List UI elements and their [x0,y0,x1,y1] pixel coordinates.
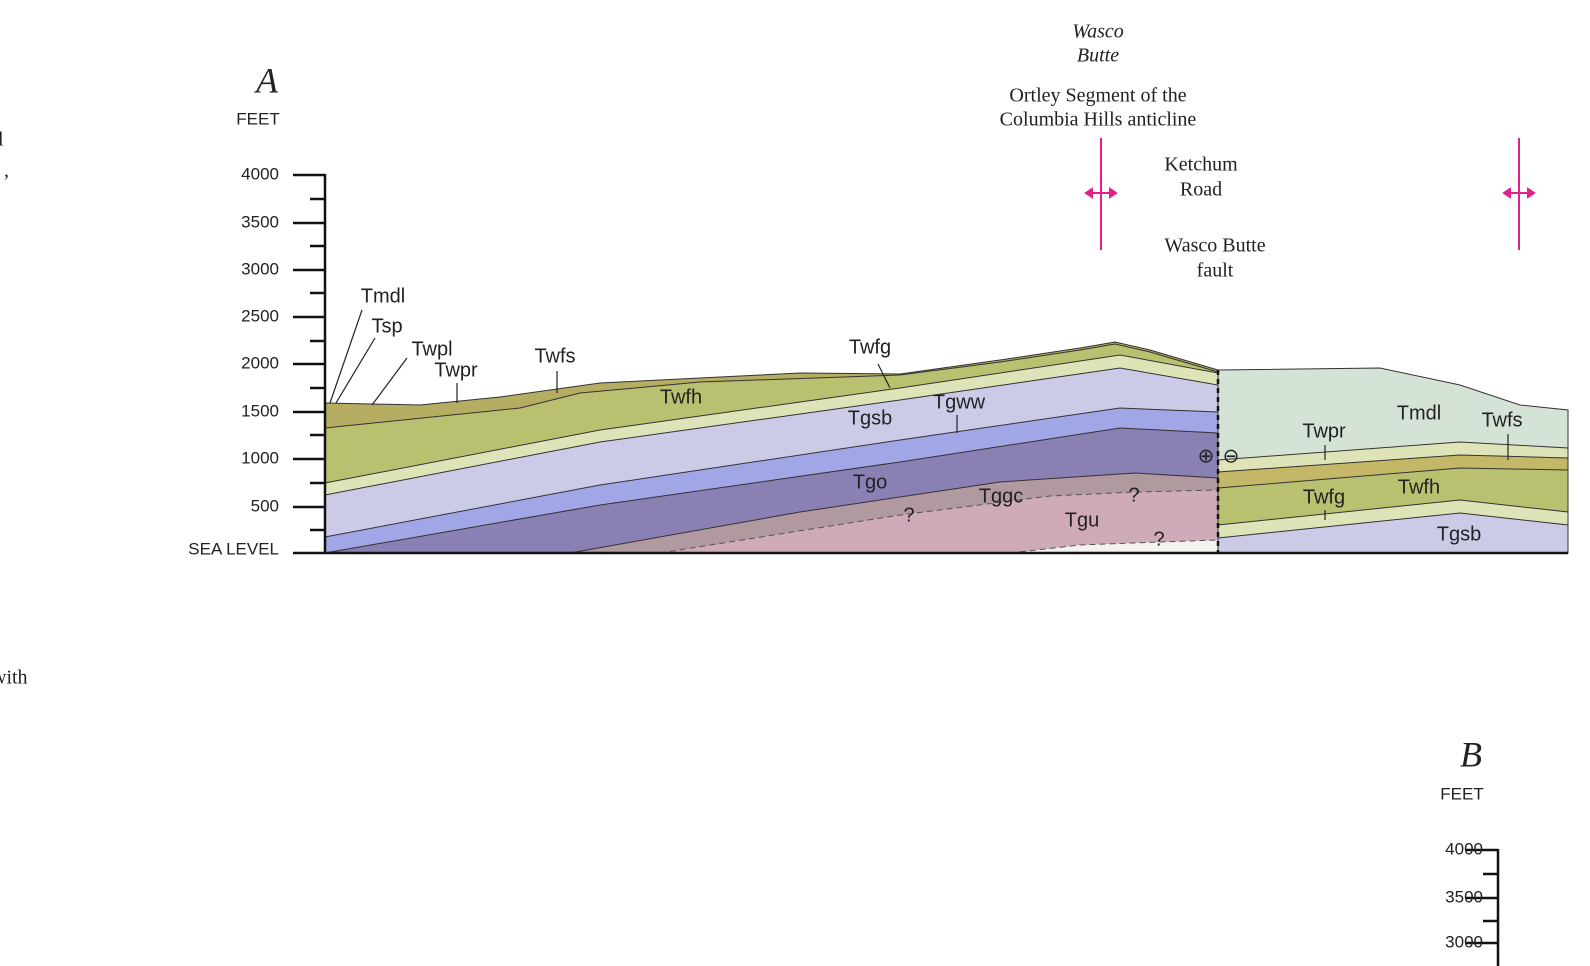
east-block [1218,368,1568,553]
landmark: Butte [1077,45,1119,67]
uncertain-mark: ? [1128,484,1139,506]
landmark: Columbia Hills anticline [1000,109,1197,131]
unit-label: Twpr [1302,420,1346,442]
elevation-label: 3000 [1445,932,1483,951]
unit-label: Tmdl [361,285,405,307]
fold-axis [1086,138,1534,250]
elevation-label: 3000 [241,259,279,278]
cross-section: l , with [0,0,1590,966]
landmark: Ortley Segment of the [1009,85,1186,107]
margin-text: l [0,129,4,151]
elevation-label: SEA LEVEL [188,539,279,558]
landmark: Ketchum [1164,154,1238,176]
elevation-label: 4000 [241,164,279,183]
unit-label: Tgsb [848,407,892,429]
uncertain-mark: ? [1153,528,1164,550]
elevation-label: 3500 [1445,887,1483,906]
unit-label: Twfh [660,386,702,408]
fault-motion: ⊕ [1198,445,1215,467]
margin-text: with [0,667,28,689]
elevation-label: 4000 [1445,839,1483,858]
unit-label: Twfg [1303,486,1345,508]
page: body { margin: 0; width: 1590px; height:… [0,0,1590,966]
section-letter: A [254,60,279,100]
unit-label: FEET [1440,784,1483,803]
elevation-label: 1000 [241,448,279,467]
landmark: Wasco [1072,21,1123,43]
margin-text: , [4,160,9,182]
unit-label: Tmdl [1397,402,1441,424]
unit-label: Twpr [434,359,478,381]
elevation-label: 2500 [241,306,279,325]
elevation-label: 1500 [241,401,279,420]
unit-label: Twfs [1481,409,1522,431]
elevation-label: 2000 [241,353,279,372]
unit-label: Twfg [849,336,891,358]
landmark: fault [1197,260,1234,282]
body: {"left_margin":{"fragments":["l",",","wi… [0,0,1590,966]
unit-label: Tsp [371,315,402,337]
unit-label: FEET [236,109,279,128]
unit-label: Twfs [534,345,575,367]
uncertain-mark: ? [903,504,914,526]
unit-label: Twpl [411,338,452,360]
axis-a [293,174,325,553]
unit-label: Tgsb [1437,523,1481,545]
elevation-label: 500 [251,496,279,515]
unit-label: Twfh [1398,476,1440,498]
unit-label: Tggc [979,485,1023,507]
unit-label: Tgo [853,471,887,493]
landmark: Wasco Butte [1164,235,1265,257]
section-letter: B [1460,734,1482,774]
landmark: Road [1180,179,1222,201]
unit-label: Tgww [933,391,986,413]
fault-motion: ⊖ [1223,445,1240,467]
unit-label: Tgu [1065,509,1099,531]
elevation-label: 3500 [241,212,279,231]
